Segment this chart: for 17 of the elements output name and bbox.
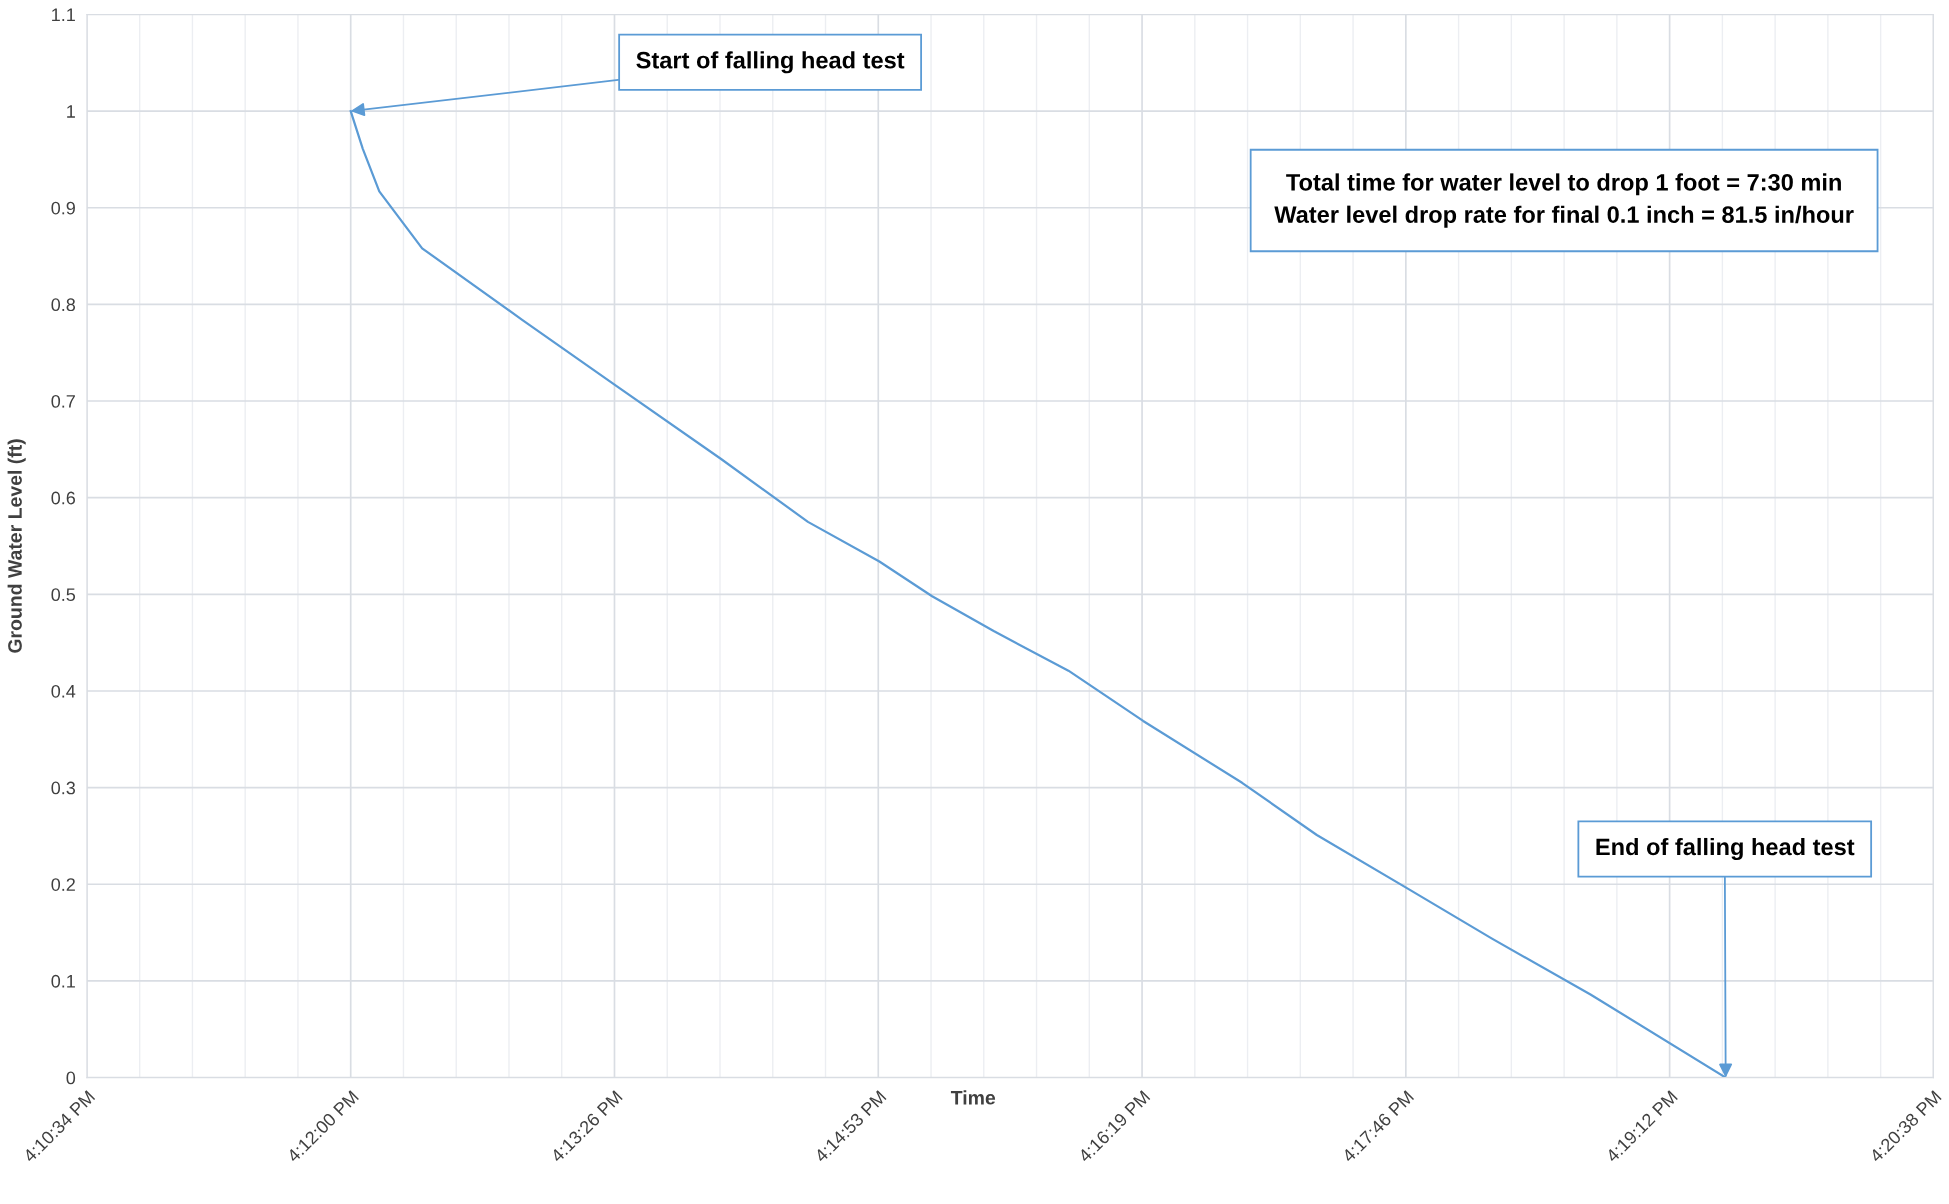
- annotation: Total time for water level to drop 1 foot = 7:30 min Water level drop rate for final 0.1 inch = 81.5 in/hour: [1274, 173, 1854, 228]
- y-tick-label: 0.4: [51, 684, 76, 698]
- y-tick-label: 0.1: [51, 974, 75, 988]
- x-axis-title: Time: [950, 1090, 996, 1105]
- y-tick-label: 0.3: [51, 781, 76, 795]
- y-tick-label: 0.7: [51, 394, 75, 408]
- y-tick-label: 0: [66, 1071, 76, 1085]
- annotation: End of falling head test: [1596, 837, 1855, 861]
- y-tick-label: 1: [67, 105, 75, 118]
- y-tick-label: 0.5: [51, 588, 76, 602]
- y-tick-label: 0.6: [51, 491, 76, 505]
- y-axis-title: Ground Water Level (ft): [7, 439, 26, 653]
- annotation: Start of falling head test: [636, 51, 905, 74]
- y-tick-label: 0.9: [51, 201, 75, 215]
- y-tick-label: 1.1: [52, 8, 75, 21]
- y-tick-label: 0.8: [51, 298, 76, 312]
- y-tick-label: 0.2: [51, 878, 75, 891]
